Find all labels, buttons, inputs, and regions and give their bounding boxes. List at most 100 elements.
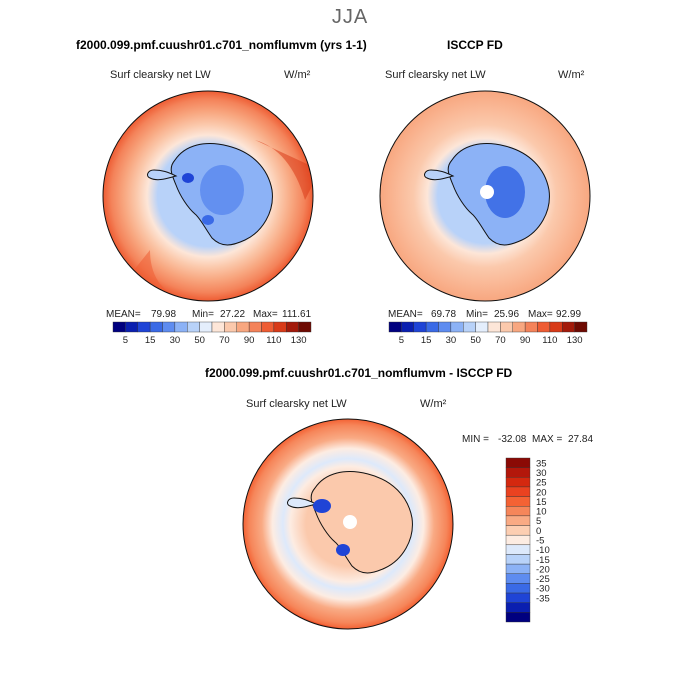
panel3-max-value: 27.84	[568, 434, 594, 445]
colorbar1-tick-label: 70	[219, 335, 230, 346]
colorbar2-swatch	[475, 321, 489, 333]
colorbar2-tick-label: 70	[495, 335, 506, 346]
map2-peninsula	[423, 169, 455, 181]
colorbar3-swatch	[505, 534, 531, 546]
colorbar3-tick-label: -5	[536, 536, 544, 547]
panel1-variable-label: Surf clearsky net LW	[110, 69, 211, 81]
colorbar1-swatch	[248, 321, 262, 333]
map3-disk	[242, 418, 454, 630]
colorbar2-swatch	[388, 321, 402, 333]
colorbar2-swatch	[562, 321, 575, 333]
colorbar-panel1: 5 15 30 50 70 90 110 130	[112, 321, 312, 346]
panel2-units-label: W/m²	[558, 69, 585, 81]
colorbar1-swatch	[261, 321, 275, 333]
colorbar-panel2: 5 15 30 50 70 90 110 130	[388, 321, 588, 346]
panel2-max-label: Max=	[528, 309, 553, 320]
panel1-title: f2000.099.pmf.cuushr01.c701_nomflumvm (y…	[76, 38, 367, 52]
colorbar3-swatch	[505, 496, 531, 507]
panel1-max-label: Max=	[253, 309, 278, 320]
colorbar3-tick-label: -35	[536, 593, 550, 604]
colorbar1-swatch	[224, 321, 237, 333]
panel2-variable-label: Surf clearsky net LW	[385, 69, 486, 81]
colorbar1-swatch	[149, 321, 163, 333]
colorbar3-swatch	[505, 467, 531, 478]
colorbar1-swatch	[137, 321, 151, 333]
map2-disk	[379, 90, 591, 302]
colorbar3-tick-label: -30	[536, 584, 550, 595]
panel2-title: ISCCP FD	[447, 38, 503, 52]
colorbar2-swatch	[549, 321, 563, 333]
panel3-min-value: -32.08	[498, 434, 527, 445]
colorbar3-swatch	[505, 515, 531, 526]
season-title: JJA	[331, 6, 369, 28]
colorbar3-tick-label: 25	[536, 478, 547, 489]
colorbar3-swatch	[505, 612, 531, 623]
colorbar3-tick-label: 20	[536, 487, 547, 498]
panel1-max-value: 111.61	[282, 309, 312, 320]
colorbar1-tick-label: 130	[291, 335, 307, 346]
colorbar1-swatch	[199, 321, 213, 333]
panel3-max-label: MAX =	[532, 434, 563, 445]
map1-disk	[102, 90, 314, 302]
colorbar1-swatch	[112, 321, 126, 333]
colorbar1-swatch	[298, 321, 312, 333]
colorbar2-swatch	[463, 321, 476, 333]
colorbar3-tick-label: -25	[536, 574, 550, 585]
colorbar3-swatch	[505, 563, 531, 574]
map3-peninsula	[286, 497, 318, 509]
colorbar2-tick-label: 130	[567, 335, 583, 346]
colorbar3-swatch	[505, 506, 531, 517]
colorbar2-swatch	[425, 321, 439, 333]
colorbar1-swatch	[286, 321, 299, 333]
colorbar2-swatch	[500, 321, 513, 333]
colorbar2-swatch	[438, 321, 452, 333]
colorbar3-swatch	[505, 583, 531, 594]
map1-peninsula	[146, 169, 178, 181]
panel1-min-value: 27.22	[220, 309, 246, 320]
colorbar2-tick-label: 90	[520, 335, 531, 346]
panel3-title: f2000.099.pmf.cuushr01.c701_nomflumvm - …	[205, 366, 513, 380]
map3-antarctica	[310, 471, 413, 574]
colorbar2-tick-label: 50	[470, 335, 481, 346]
colorbar1-swatch	[187, 321, 200, 333]
colorbar2-swatch	[512, 321, 526, 333]
panel2-min-value: 25.96	[494, 309, 520, 320]
colorbar3-tick-label: 30	[536, 468, 547, 479]
panel1-units-label: W/m²	[284, 69, 311, 81]
colorbar2-tick-label: 5	[399, 335, 404, 346]
colorbar2-swatch	[401, 321, 414, 333]
colorbar1-tick-label: 15	[145, 335, 156, 346]
panel3-min-label: MIN =	[462, 434, 489, 445]
colorbar1-swatch	[174, 321, 188, 333]
colorbar1-tick-label: 50	[194, 335, 205, 346]
colorbar2-swatch	[524, 321, 538, 333]
colorbar3-tick-label: 10	[536, 507, 547, 518]
colorbar1-swatch	[125, 321, 138, 333]
colorbar2-tick-label: 15	[421, 335, 432, 346]
colorbar3-swatch	[505, 457, 531, 468]
colorbar3-swatch	[505, 544, 531, 555]
panel1-mean-value: 79.98	[151, 309, 177, 320]
colorbar2-tick-label: 110	[542, 335, 557, 346]
panel3-units-label: W/m²	[420, 398, 447, 410]
panel2-mean-label: MEAN=	[388, 309, 423, 320]
colorbar1-tick-label: 90	[244, 335, 255, 346]
colorbar1-tick-label: 30	[170, 335, 181, 346]
colorbar3-swatch	[505, 592, 531, 603]
colorbar3-tick-label: -10	[536, 545, 550, 556]
colorbar1-tick-label: 110	[266, 335, 281, 346]
colorbar1-tick-label: 5	[123, 335, 128, 346]
colorbar3-swatch	[505, 554, 531, 565]
colorbar1-swatch	[211, 321, 225, 333]
colorbar3-tick-label: -15	[536, 555, 550, 566]
panel3-variable-label: Surf clearsky net LW	[246, 398, 347, 410]
colorbar3-tick-label: 35	[536, 458, 547, 469]
colorbar1-swatch	[273, 321, 287, 333]
colorbar3-swatch	[505, 573, 531, 584]
panel2-max-value: 92.99	[556, 309, 582, 320]
colorbar2-swatch	[537, 321, 551, 333]
panel2-mean-value: 69.78	[431, 309, 457, 320]
colorbar3-tick-label: 0	[536, 526, 541, 537]
colorbar3-swatch	[505, 525, 531, 536]
